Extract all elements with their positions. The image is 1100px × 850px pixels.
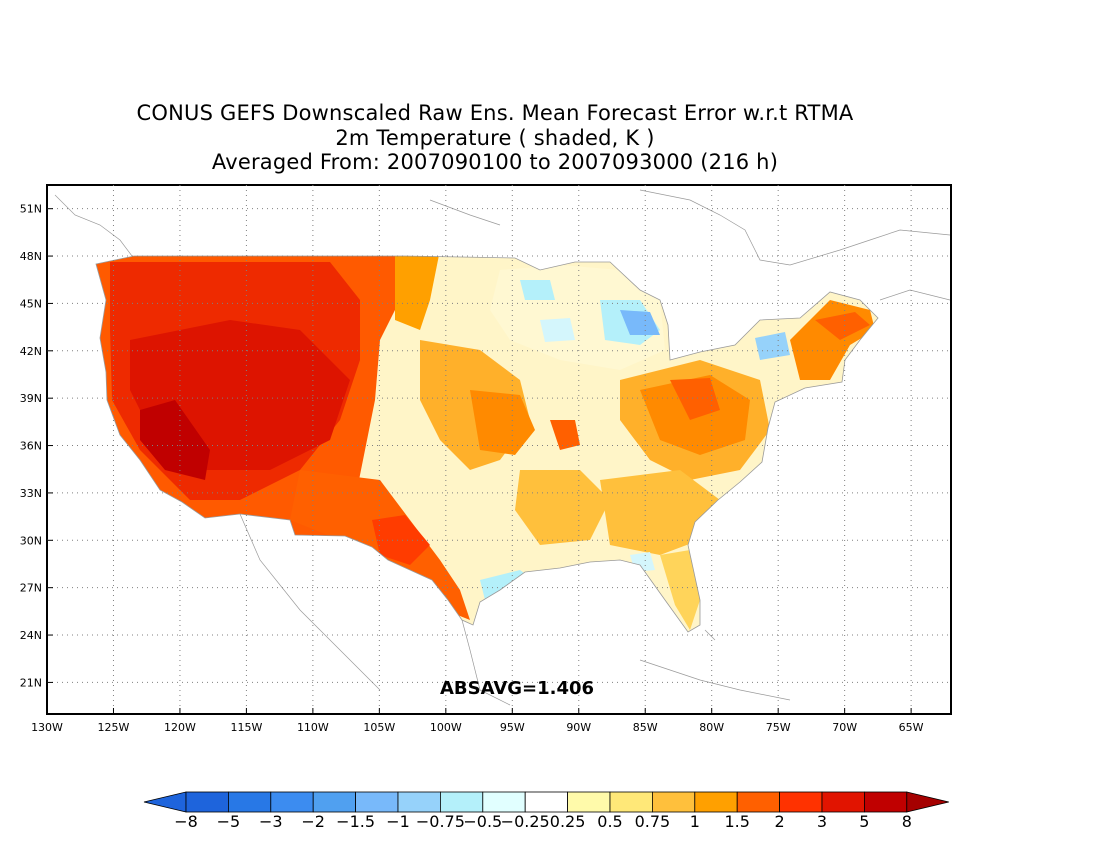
x-axis: 130W 125W 120W 115W 110W 105W 100W 95W 90W 85W 80W…: [31, 708, 924, 734]
x-tick-label: 85W: [633, 721, 658, 734]
colorbar-box: [355, 791, 399, 813]
colorbar-box: [652, 791, 696, 813]
title-line-2: 2m Temperature ( shaded, K ): [335, 126, 655, 150]
colorbar-label: −8: [174, 812, 198, 831]
colorbar-box: [609, 791, 653, 813]
y-tick-label: 45N: [20, 297, 42, 310]
title-line-1: CONUS GEFS Downscaled Raw Ens. Mean Fore…: [136, 101, 854, 125]
colorbar-label: 0.25: [550, 812, 586, 831]
colorbar-box: [312, 791, 357, 813]
colorbar-label: 5: [859, 812, 869, 831]
y-tick-label: 39N: [20, 392, 42, 405]
colorbar-label: −2: [301, 812, 325, 831]
colorbar-label: 1.5: [724, 812, 749, 831]
colorbar-box: [736, 791, 781, 813]
y-tick-label: 51N: [20, 203, 42, 216]
title-line-3: Averaged From: 2007090100 to 2007093000 …: [211, 150, 779, 174]
temperature-error-shading: [96, 256, 878, 632]
x-tick-label: 70W: [832, 721, 857, 734]
colorbar-label: −1: [386, 812, 410, 831]
y-tick-label: 33N: [20, 487, 42, 500]
colorbar-label: 0.5: [597, 812, 622, 831]
colorbar-label: −1.5: [336, 812, 375, 831]
y-tick-label: 30N: [20, 534, 42, 547]
colorbar-label: −0.75: [416, 812, 465, 831]
colorbar-label: −3: [259, 812, 283, 831]
y-tick-label: 48N: [20, 250, 42, 263]
y-tick-label: 27N: [20, 582, 42, 595]
colorbar-box: [694, 791, 738, 813]
x-tick-label: 125W: [98, 721, 130, 734]
colorbar-box: [185, 791, 229, 813]
x-tick-label: 65W: [899, 721, 924, 734]
colorbar-label: −0.25: [501, 812, 550, 831]
x-tick-label: 120W: [164, 721, 196, 734]
colorbar-extend-left: [143, 791, 187, 813]
y-axis: 51N 48N 45N 42N 39N 36N 33N 30N 27N 24N 21N: [20, 203, 53, 689]
x-tick-label: 80W: [699, 721, 724, 734]
colorbar: −8 −5 −3 −2 −1.5 −1 −0.75−0.5−0.25 0.25 0.5 0.75 1…: [143, 791, 949, 831]
colorbar-label: 1: [690, 812, 700, 831]
x-tick-label: 90W: [566, 721, 591, 734]
colorbar-label: 0.75: [635, 812, 671, 831]
x-tick-label: 105W: [363, 721, 395, 734]
colorbar-box: [397, 791, 441, 813]
colorbar-box: [864, 791, 908, 813]
colorbar-box: [270, 791, 314, 813]
colorbar-label: 8: [902, 812, 912, 831]
x-tick-label: 110W: [297, 721, 329, 734]
graticule: [47, 185, 951, 714]
colorbar-extend-right: [906, 791, 949, 813]
absavg-label: ABSAVG=1.406: [440, 678, 594, 699]
colorbar-label: 3: [817, 812, 827, 831]
y-tick-label: 21N: [20, 676, 42, 689]
y-tick-label: 24N: [20, 629, 42, 642]
x-tick-label: 115W: [230, 721, 262, 734]
x-tick-label: 130W: [31, 721, 63, 734]
colorbar-box: [482, 791, 526, 813]
colorbar-label: −0.5: [463, 812, 502, 831]
colorbar-box: [779, 791, 823, 813]
colorbar-label: 2: [775, 812, 785, 831]
x-tick-label: 100W: [430, 721, 462, 734]
coastline-outlines: [54, 189, 951, 706]
colorbar-label: −5: [217, 812, 241, 831]
colorbar-box: [567, 791, 611, 813]
colorbar-box: [439, 791, 484, 813]
colorbar-box: [227, 791, 272, 813]
colorbar-box: [524, 791, 569, 813]
x-tick-label: 75W: [766, 721, 791, 734]
y-tick-label: 36N: [20, 440, 42, 453]
x-tick-label: 95W: [500, 721, 525, 734]
y-tick-label: 42N: [20, 345, 42, 358]
colorbar-box: [821, 791, 865, 813]
